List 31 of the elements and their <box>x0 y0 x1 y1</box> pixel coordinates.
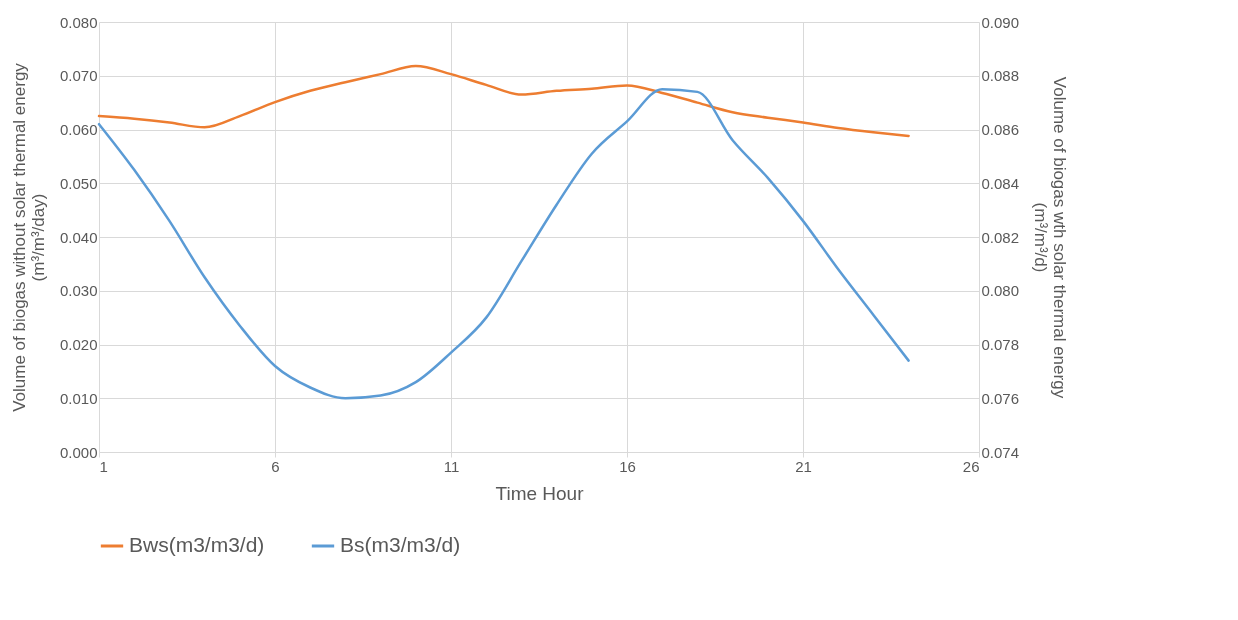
y-tick-label: 0.010 <box>59 389 98 407</box>
y2-tick-label: 0.090 <box>981 13 1020 31</box>
y2-tick-label: 0.076 <box>981 389 1020 407</box>
x-tick-label: 16 <box>619 457 636 475</box>
x-axis-title: Time Hour <box>495 482 585 504</box>
x-tick-label: 26 <box>962 457 980 475</box>
y-axis-title: Volume of biogas without solar thermal energy (m³/m³/day) <box>9 62 48 412</box>
y-tick-label: 0.020 <box>59 336 98 353</box>
x-tick-label: 6 <box>271 457 280 475</box>
y2-axis-title: Volume of biogas wth solar thermal energy (m³/m³/d) <box>1031 76 1070 399</box>
y2-tick-label: 0.088 <box>981 67 1020 85</box>
y2-tick-label: 0.078 <box>981 336 1020 353</box>
y-tick-label: 0.040 <box>59 228 98 246</box>
y2-tick-label: 0.084 <box>981 174 1020 192</box>
y-tick-label: 0.050 <box>59 174 98 192</box>
legend-label: Bs(m3/m3/d) <box>340 533 461 556</box>
y-tick-label: 0.060 <box>59 121 98 138</box>
y-tick-label: 0.070 <box>59 67 98 85</box>
y-tick-label: 0.000 <box>59 443 98 461</box>
y-tick-label: 0.080 <box>59 13 98 31</box>
line-series <box>97 64 910 138</box>
x-tick-label: 11 <box>443 457 460 475</box>
x-tick-label: 1 <box>99 457 108 475</box>
line-series <box>97 87 910 400</box>
y2-tick-label: 0.080 <box>981 282 1020 300</box>
y2-tick-label: 0.086 <box>981 121 1020 138</box>
y2-tick-label: 0.082 <box>981 228 1020 246</box>
x-tick-label: 21 <box>795 457 812 475</box>
y2-tick-label: 0.074 <box>981 443 1020 461</box>
y-tick-label: 0.030 <box>59 282 98 300</box>
legend-label: Bws(m3/m3/d) <box>129 533 265 556</box>
